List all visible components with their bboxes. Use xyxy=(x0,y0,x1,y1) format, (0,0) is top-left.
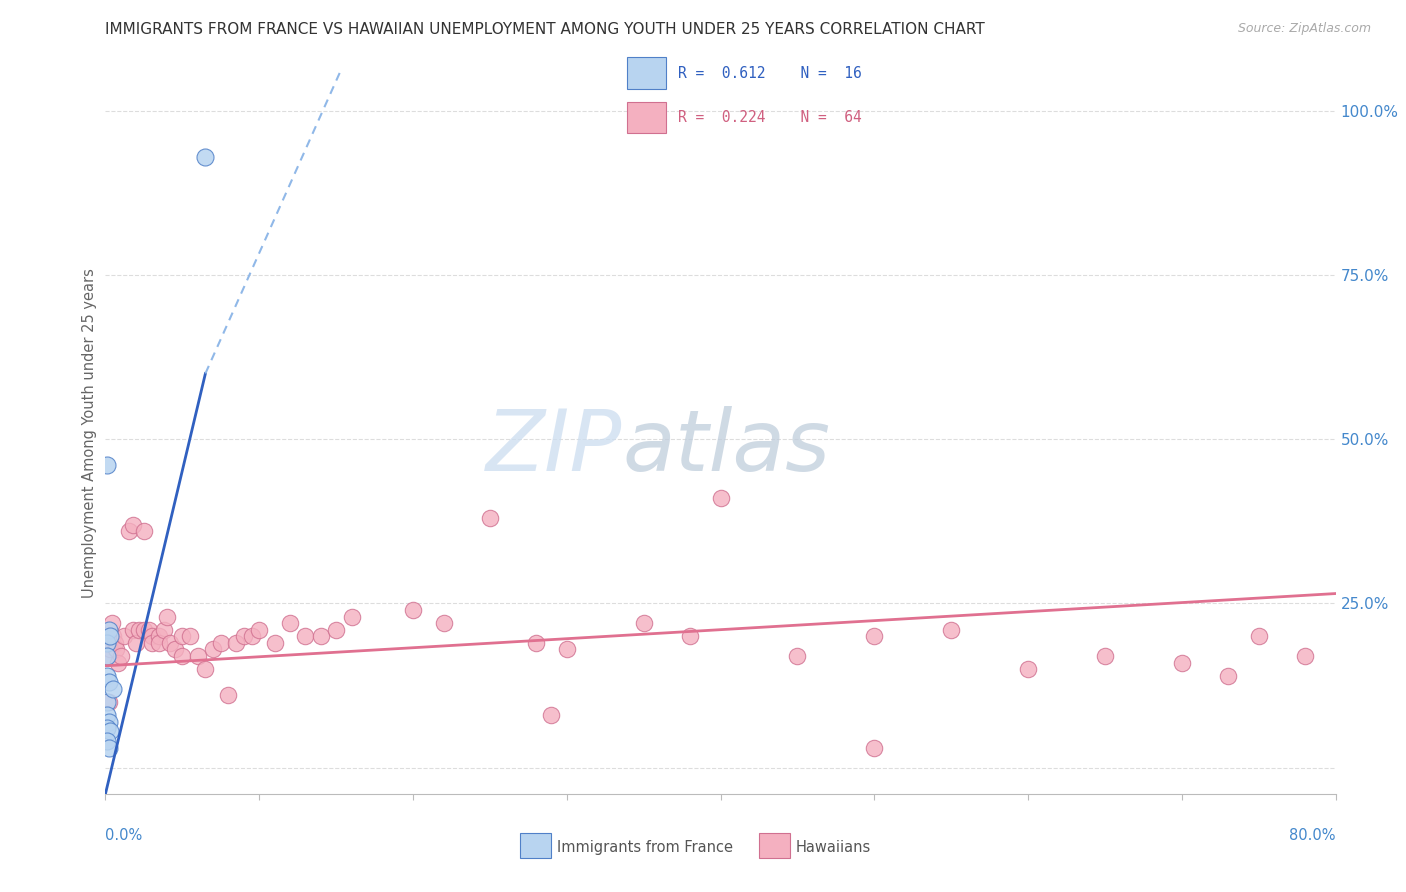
Point xyxy=(141,629,163,643)
Point xyxy=(104,636,127,650)
Point xyxy=(148,636,170,650)
Point xyxy=(112,629,135,643)
Point xyxy=(524,636,547,650)
Text: Source: ZipAtlas.com: Source: ZipAtlas.com xyxy=(1237,22,1371,36)
Point xyxy=(218,689,240,703)
Point xyxy=(325,623,347,637)
Point xyxy=(187,648,209,663)
Point xyxy=(148,629,170,643)
Point xyxy=(101,681,124,696)
Bar xyxy=(627,57,666,89)
Point xyxy=(179,629,201,643)
Point xyxy=(478,511,501,525)
Point xyxy=(96,458,118,473)
Point xyxy=(128,623,150,637)
Point xyxy=(1294,648,1316,663)
Point xyxy=(117,524,139,538)
Text: 0.0%: 0.0% xyxy=(105,828,142,843)
Text: R =  0.224    N =  64: R = 0.224 N = 64 xyxy=(678,110,862,125)
Text: 80.0%: 80.0% xyxy=(1289,828,1336,843)
Point xyxy=(278,616,301,631)
Point xyxy=(540,708,562,723)
Point xyxy=(97,675,120,690)
Point xyxy=(863,740,886,755)
Point xyxy=(101,629,124,643)
Text: Immigrants from France: Immigrants from France xyxy=(557,840,733,855)
Point xyxy=(97,636,120,650)
Point xyxy=(710,491,733,506)
Point xyxy=(679,629,702,643)
Point xyxy=(555,642,578,657)
Point xyxy=(1216,668,1239,682)
Point xyxy=(96,734,118,748)
Point xyxy=(633,616,655,631)
Text: atlas: atlas xyxy=(621,406,830,489)
Point xyxy=(1171,656,1194,670)
Point xyxy=(194,150,217,164)
Point xyxy=(172,629,194,643)
Point xyxy=(1094,648,1116,663)
Y-axis label: Unemployment Among Youth under 25 years: Unemployment Among Youth under 25 years xyxy=(82,268,97,598)
Point xyxy=(863,629,886,643)
Point xyxy=(433,616,456,631)
Point xyxy=(194,662,217,676)
Point xyxy=(240,629,263,643)
Point xyxy=(340,609,363,624)
Point xyxy=(941,623,963,637)
Point xyxy=(172,648,194,663)
Point xyxy=(96,648,118,663)
Point xyxy=(125,636,148,650)
Point xyxy=(263,636,285,650)
Point xyxy=(202,642,225,657)
Point xyxy=(98,642,121,657)
Text: IMMIGRANTS FROM FRANCE VS HAWAIIAN UNEMPLOYMENT AMONG YOUTH UNDER 25 YEARS CORRE: IMMIGRANTS FROM FRANCE VS HAWAIIAN UNEMP… xyxy=(105,22,986,37)
Point xyxy=(1017,662,1039,676)
Point xyxy=(225,636,247,650)
Point xyxy=(97,695,120,709)
Point xyxy=(138,623,160,637)
Point xyxy=(96,648,118,663)
Text: R =  0.612    N =  16: R = 0.612 N = 16 xyxy=(678,66,862,81)
Point xyxy=(159,636,181,650)
Point xyxy=(294,629,316,643)
Point xyxy=(107,656,129,670)
Point xyxy=(141,636,163,650)
Point xyxy=(98,724,121,739)
Point xyxy=(247,623,270,637)
Point xyxy=(96,636,118,650)
Bar xyxy=(627,102,666,134)
Point xyxy=(1247,629,1270,643)
Text: Hawaiians: Hawaiians xyxy=(796,840,872,855)
Point xyxy=(97,740,120,755)
Point xyxy=(786,648,808,663)
Point xyxy=(96,695,118,709)
Point xyxy=(122,517,145,532)
Point xyxy=(122,623,145,637)
Point xyxy=(153,623,176,637)
Point xyxy=(132,524,155,538)
Point xyxy=(105,642,128,657)
Point xyxy=(96,721,118,735)
Point xyxy=(100,616,122,631)
Point xyxy=(132,623,155,637)
Point xyxy=(209,636,232,650)
Point xyxy=(163,642,186,657)
Point xyxy=(97,623,120,637)
Point xyxy=(97,714,120,729)
Point xyxy=(309,629,332,643)
Point xyxy=(98,629,121,643)
Point xyxy=(232,629,254,643)
Point xyxy=(156,609,179,624)
Text: ZIP: ZIP xyxy=(486,406,621,489)
Point xyxy=(96,668,118,682)
Point xyxy=(402,603,425,617)
Point xyxy=(110,648,132,663)
Point xyxy=(96,708,118,723)
